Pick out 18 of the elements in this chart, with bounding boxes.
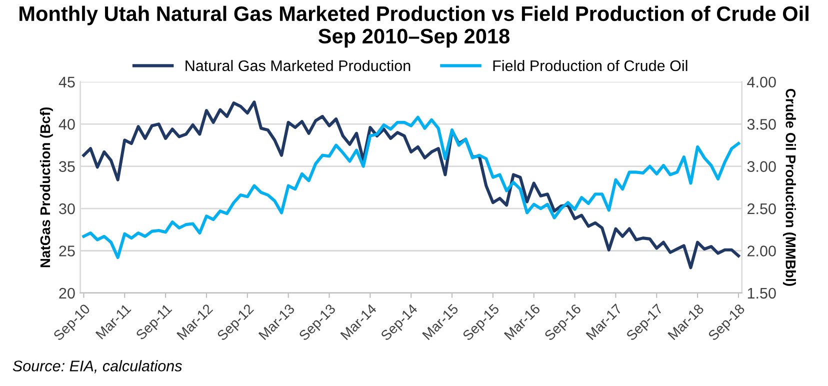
y2-tick-label: 3.00 [747, 161, 776, 172]
legend-label: Natural Gas Marketed Production [186, 60, 410, 72]
y2-tick-label: 2.00 [748, 246, 776, 256]
y-tick-label: 25 [59, 246, 75, 256]
y2-axis-title: Crude Oil Production (MMBbl) [782, 88, 796, 286]
y2-tick-label: 2.50 [748, 203, 776, 214]
y-tick-label: 35 [59, 161, 75, 172]
y-tick-label: 40 [58, 118, 75, 130]
legend-label: Field Production of Crude Oil [493, 60, 688, 72]
y-tick-label: 45 [58, 76, 75, 88]
y-axis-title: NatGas Production (Bcf) [40, 107, 53, 268]
y-tick-label: 20 [59, 288, 75, 299]
source-note: Source: EIA, calculations [12, 360, 182, 374]
y2-tick-label: 3.50 [747, 118, 776, 130]
chart-title: Monthly Utah Natural Gas Marketed Production vs Field Production of Crude Oil Sep 2010–Sep 2018 [20, 6, 808, 48]
y2-tick-label: 1.50 [748, 288, 776, 299]
y-tick-label: 30 [59, 203, 75, 214]
y2-tick-label: 4.00 [747, 76, 776, 88]
